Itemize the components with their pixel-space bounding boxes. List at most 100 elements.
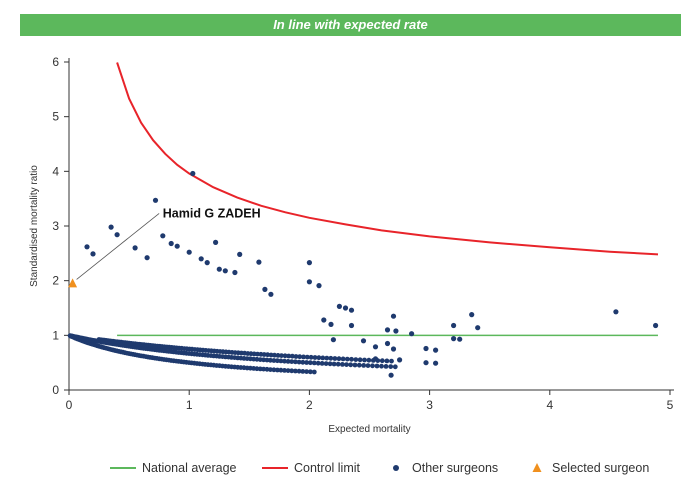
annotation-leader-line — [76, 213, 160, 280]
status-banner: In line with expected rate — [20, 14, 681, 36]
other-surgeon-point — [388, 372, 394, 378]
other-surgeon-point — [282, 368, 287, 373]
other-surgeon-point — [306, 260, 312, 266]
other-surgeon-point — [255, 351, 260, 357]
other-surgeon-point — [328, 321, 334, 327]
other-surgeon-point — [198, 256, 204, 262]
other-surgeon-point — [297, 354, 303, 360]
other-surgeon-point — [108, 224, 114, 230]
x-tick-label: 3 — [426, 398, 433, 412]
other-surgeon-point — [379, 363, 384, 369]
other-surgeon-point — [222, 268, 228, 274]
other-surgeon-point — [348, 322, 355, 329]
other-surgeon-point — [433, 347, 439, 353]
other-surgeon-point — [237, 251, 243, 257]
other-surgeon-point — [323, 361, 329, 366]
other-surgeon-point — [457, 336, 463, 342]
other-surgeon-point — [335, 361, 341, 367]
x-tick-label: 5 — [667, 398, 674, 412]
other-surgeon-point — [304, 354, 310, 360]
other-surgeon-point — [286, 353, 292, 359]
other-surgeon-point — [332, 356, 338, 361]
other-surgeon-point — [256, 259, 262, 265]
other-surgeon-point — [282, 358, 287, 364]
other-surgeon-point — [232, 269, 238, 276]
other-surgeon-point — [372, 356, 379, 362]
other-surgeon-point — [278, 358, 284, 364]
other-surgeon-point — [336, 356, 342, 362]
control-limit-series — [116, 62, 659, 256]
x-tick-label: 0 — [66, 398, 73, 412]
other-surgeon-point — [328, 355, 334, 361]
other-surgeon-point — [342, 305, 349, 311]
other-surgeon-point — [174, 243, 180, 249]
other-surgeon-point — [296, 368, 302, 374]
other-surgeon-point — [268, 357, 273, 363]
control-limit-line — [116, 62, 659, 256]
other-surgeon-point — [388, 364, 394, 369]
other-surgeon-point — [311, 369, 317, 375]
legend-selected-swatch — [532, 463, 542, 472]
other-surgeon-point — [475, 325, 481, 331]
other-surgeon-point — [301, 354, 306, 360]
other-surgeon-point — [279, 353, 284, 358]
other-surgeon-point — [296, 359, 302, 365]
other-surgeon-point — [275, 367, 280, 373]
selected-surgeon-label: Hamid G ZADEH — [163, 206, 261, 220]
other-surgeon-point — [275, 358, 280, 364]
other-surgeon-point — [306, 279, 312, 285]
other-surgeon-point — [374, 363, 380, 369]
other-surgeon-point — [272, 352, 277, 358]
other-surgeon-point — [389, 358, 394, 364]
other-surgeon-point — [390, 346, 397, 352]
other-surgeon-point — [653, 322, 659, 329]
other-surgeon-point — [114, 232, 120, 238]
other-surgeon-point — [344, 356, 350, 362]
x-tick-label: 4 — [546, 398, 553, 412]
other-surgeon-point — [160, 233, 166, 239]
other-surgeon-point — [451, 336, 457, 342]
other-surgeon-point — [261, 357, 266, 363]
other-surgeon-point — [308, 360, 313, 366]
other-surgeon-point — [370, 363, 375, 369]
other-surgeon-point — [330, 337, 336, 343]
axes: 0 1 2 3 4 5 6 0 1 2 3 4 5 Expected mortality Standardi… — [29, 55, 674, 435]
other-surgeon-point — [357, 357, 363, 363]
other-surgeon-point — [397, 357, 403, 363]
other-surgeon-point — [344, 362, 349, 367]
other-surgeon-point — [362, 357, 367, 363]
other-surgeon-point — [372, 344, 379, 350]
other-surgeon-point — [409, 331, 415, 337]
other-surgeon-point — [271, 367, 277, 373]
selected-surgeon-series — [68, 278, 78, 288]
other-surgeon-point — [132, 245, 138, 251]
other-surgeon-point — [152, 197, 159, 203]
other-surgeon-point — [613, 309, 619, 315]
other-surgeon-point — [340, 356, 346, 362]
other-surgeon-point — [340, 362, 345, 367]
other-surgeon-point — [290, 353, 295, 359]
y-axis-title: Standardised mortality ratio — [29, 165, 40, 287]
y-tick-label: 6 — [52, 55, 59, 69]
other-surgeon-point — [278, 367, 284, 373]
other-surgeon-point — [304, 360, 309, 365]
other-surgeon-point — [293, 368, 298, 374]
other-surgeon-point — [352, 362, 358, 368]
other-surgeon-point — [349, 356, 354, 362]
other-surgeon-point — [356, 362, 362, 368]
other-surgeon-point — [361, 363, 367, 368]
other-surgeon-point — [216, 266, 222, 272]
legend-others-swatch — [393, 465, 399, 471]
other-surgeon-point — [365, 363, 371, 368]
x-tick-label: 2 — [306, 398, 313, 412]
other-surgeon-point — [316, 283, 322, 289]
other-surgeon-point — [315, 360, 321, 366]
other-surgeon-point — [366, 357, 372, 363]
other-surgeon-point — [204, 260, 210, 266]
other-surgeon-point — [451, 322, 457, 329]
selected-surgeon-annotation: Hamid G ZADEH — [76, 206, 261, 280]
other-surgeon-point — [144, 255, 150, 261]
other-surgeon-point — [285, 359, 291, 364]
other-surgeon-point — [254, 366, 260, 372]
